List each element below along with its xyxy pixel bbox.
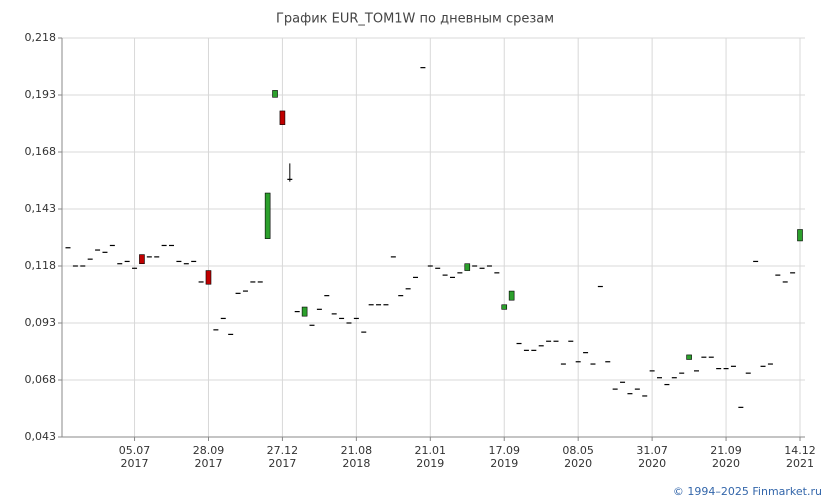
y-tick-label: 0,143: [25, 202, 57, 215]
x-tick-label: 08.05: [562, 444, 594, 457]
x-tick-label-year: 2020: [564, 457, 592, 470]
chart-title: График EUR_TOM1W по дневным срезам: [276, 12, 554, 27]
y-tick-label: 0,043: [25, 430, 57, 443]
candle-body: [139, 254, 145, 265]
candle-body: [464, 263, 471, 271]
x-tick-label-year: 2017: [194, 457, 222, 470]
x-tick-label: 17.09: [488, 444, 520, 457]
x-tick-label-year: 2020: [712, 457, 740, 470]
x-tick-label-year: 2017: [121, 457, 149, 470]
x-tick-label: 21.09: [710, 444, 742, 457]
candle-body: [205, 270, 212, 285]
y-tick-label: 0,118: [25, 259, 57, 272]
x-tick-label: 21.08: [341, 444, 373, 457]
x-tick-label-year: 2019: [490, 457, 518, 470]
x-tick-label: 31.07: [636, 444, 668, 457]
candle-body: [272, 90, 278, 98]
x-tick-label-year: 2021: [786, 457, 814, 470]
y-tick-label: 0,193: [25, 88, 57, 101]
x-tick-label: 05.07: [119, 444, 151, 457]
x-tick-label-year: 2020: [638, 457, 666, 470]
candle-body: [797, 229, 803, 242]
candle-body: [279, 110, 286, 125]
x-tick-label: 28.09: [193, 444, 225, 457]
candle-body: [301, 306, 308, 317]
y-tick-label: 0,168: [25, 145, 57, 158]
y-tick-label: 0,068: [25, 373, 57, 386]
x-tick-label-year: 2019: [416, 457, 444, 470]
y-tick-label: 0,093: [25, 316, 57, 329]
footer-link[interactable]: © 1994–2025 Finmarket.ru: [673, 485, 822, 498]
candle-body: [264, 192, 271, 239]
candle-body: [501, 304, 508, 310]
y-tick-label: 0,218: [25, 31, 57, 44]
x-tick-label-year: 2017: [268, 457, 296, 470]
candle-body: [508, 290, 515, 301]
x-tick-label: 21.01: [415, 444, 447, 457]
candle-body: [686, 354, 692, 360]
x-tick-label: 27.12: [267, 444, 299, 457]
x-tick-label: 14.12: [784, 444, 816, 457]
x-tick-label-year: 2018: [342, 457, 370, 470]
